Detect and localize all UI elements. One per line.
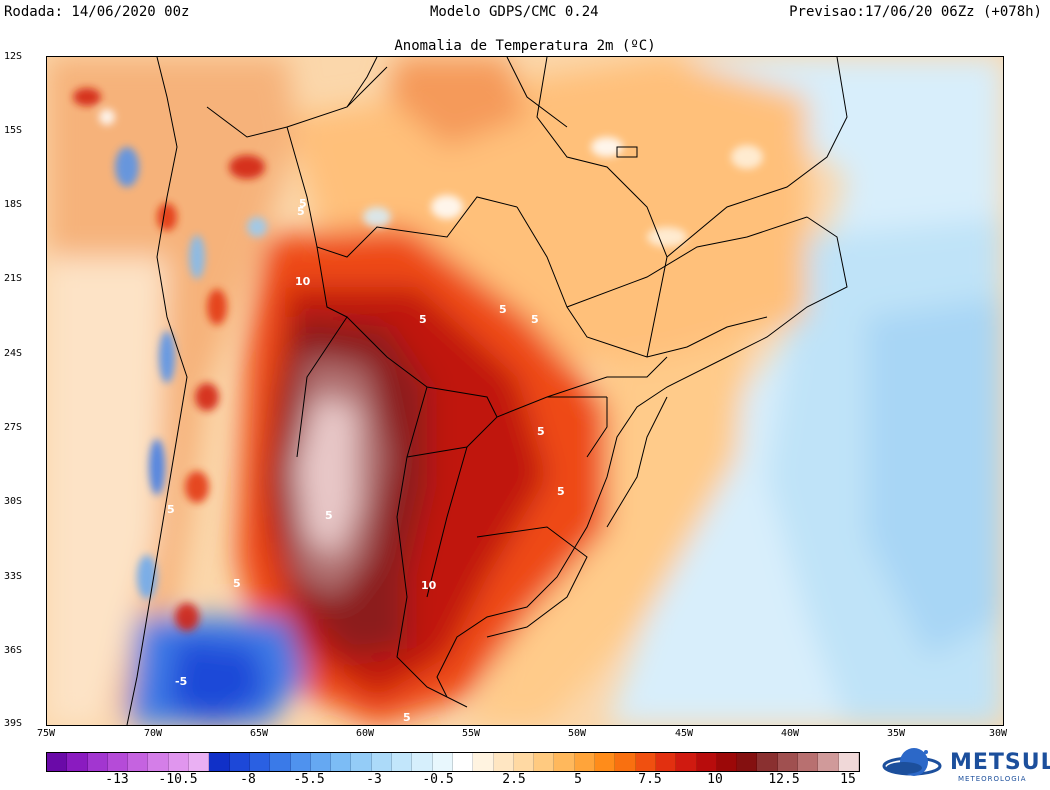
- colorbar-swatch: [676, 753, 697, 771]
- contour-label: 10: [295, 275, 311, 288]
- lon-label: 35W: [886, 728, 906, 739]
- colorbar-swatch: [351, 753, 372, 771]
- contour-label: 5: [403, 711, 411, 724]
- colorbar-tick: -5.5: [293, 772, 325, 787]
- lat-label: 21S: [4, 273, 23, 284]
- colorbar-tick: 12.5: [768, 772, 800, 787]
- lon-label: 70W: [143, 728, 163, 739]
- borders: [126, 57, 848, 725]
- colorbar-swatch: [189, 753, 210, 771]
- lat-label: 27S: [4, 422, 23, 433]
- colorbar-swatch: [595, 753, 616, 771]
- colorbar-swatch: [290, 753, 311, 771]
- lat-label: 39S: [4, 718, 23, 729]
- colorbar-swatch: [270, 753, 291, 771]
- lon-label: 60W: [355, 728, 375, 739]
- colorbar-swatch: [554, 753, 575, 771]
- map-title: Anomalia de Temperatura 2m (ºC): [394, 38, 656, 54]
- lon-label: 50W: [567, 728, 587, 739]
- colorbar-swatch: [412, 753, 433, 771]
- lon-label: 55W: [461, 728, 481, 739]
- colorbar-swatch: [371, 753, 393, 771]
- colorbar-swatch: [452, 753, 474, 771]
- colorbar-tick: 2.5: [502, 772, 526, 787]
- colorbar-swatch: [574, 753, 596, 771]
- temperature-anomaly-map[interactable]: 5 5 10 5 5 5 5 5 5 10 5 5 -5 5: [46, 56, 1004, 726]
- colorbar-swatch: [87, 753, 108, 771]
- colorbar-swatch: [331, 753, 352, 771]
- colorbar-tick: 10: [707, 772, 723, 787]
- lon-label: 75W: [36, 728, 56, 739]
- contour-label: 5: [499, 303, 507, 316]
- colorbar-swatch: [818, 753, 839, 771]
- lat-label: 36S: [4, 645, 23, 656]
- colorbar-swatch: [838, 753, 859, 771]
- colorbar-swatch: [47, 753, 68, 771]
- contour-label: 10: [421, 579, 437, 592]
- contour-label: 5: [531, 313, 539, 326]
- colorbar-tick: 15: [840, 772, 856, 787]
- contour-label: 5: [537, 425, 545, 438]
- lon-label: 45W: [674, 728, 694, 739]
- colorbar-swatch: [128, 753, 149, 771]
- colorbar-tick: -10.5: [158, 772, 198, 787]
- colorbar-swatch: [392, 753, 413, 771]
- lon-label: 65W: [249, 728, 269, 739]
- lat-label: 15S: [4, 125, 23, 136]
- contour-label: 5: [299, 197, 307, 210]
- colorbar-swatch: [148, 753, 169, 771]
- colorbar-swatch: [249, 753, 271, 771]
- anomaly-field: [47, 57, 1003, 725]
- colorbar-swatch: [168, 753, 190, 771]
- model-name: Modelo GDPS/CMC 0.24: [430, 4, 599, 20]
- colorbar-swatch: [716, 753, 738, 771]
- contour-label: 5: [233, 577, 241, 590]
- colorbar-swatch: [534, 753, 555, 771]
- colorbar-swatch: [107, 753, 129, 771]
- colorbar-swatch: [737, 753, 758, 771]
- contour-label: 5: [419, 313, 427, 326]
- colorbar-tick: -8: [240, 772, 256, 787]
- lon-label: 40W: [780, 728, 800, 739]
- colorbar-swatch: [696, 753, 717, 771]
- contour-label: -5: [175, 675, 187, 688]
- colorbar-swatch: [310, 753, 332, 771]
- colorbar-tick: -3: [366, 772, 382, 787]
- colorbar-swatch: [635, 753, 656, 771]
- colorbar-tick: -13: [105, 772, 129, 787]
- contour-labels: 5 5 10 5 5 5 5 5 5 10 5 5 -5 5: [167, 197, 565, 724]
- lat-label: 18S: [4, 199, 23, 210]
- forecast-time: Previsao:17/06/20 06Zz (+078h): [789, 4, 1042, 20]
- colorbar-tick: 5: [574, 772, 582, 787]
- logo-name: METSUL: [950, 750, 1050, 775]
- colorbar-swatch: [757, 753, 778, 771]
- colorbar-swatch: [432, 753, 453, 771]
- logo-subtitle: METEOROLOGIA: [958, 775, 1027, 783]
- lat-label: 12S: [4, 51, 23, 62]
- colorbar-swatch: [473, 753, 494, 771]
- contour-label: 5: [557, 485, 565, 498]
- contour-label: 5: [297, 205, 305, 218]
- lon-label: 30W: [988, 728, 1008, 739]
- lat-label: 24S: [4, 348, 23, 359]
- colorbar-swatch: [229, 753, 250, 771]
- colorbar-swatch: [797, 753, 819, 771]
- colorbar-swatch: [655, 753, 677, 771]
- contour-label: 5: [167, 503, 175, 516]
- colorbar-swatch: [777, 753, 798, 771]
- colorbar-swatch: [67, 753, 88, 771]
- colorbar-swatch: [493, 753, 514, 771]
- colorbar-swatch: [513, 753, 535, 771]
- colorbar: [46, 752, 860, 772]
- metsul-logo-icon: [882, 748, 942, 776]
- run-date: Rodada: 14/06/2020 00z: [4, 4, 190, 20]
- lat-label: 33S: [4, 571, 23, 582]
- colorbar-tick: -0.5: [422, 772, 454, 787]
- colorbar-swatch: [209, 753, 230, 771]
- colorbar-swatch: [615, 753, 636, 771]
- contour-label: 5: [325, 509, 333, 522]
- lat-label: 30S: [4, 496, 23, 507]
- colorbar-tick: 7.5: [638, 772, 662, 787]
